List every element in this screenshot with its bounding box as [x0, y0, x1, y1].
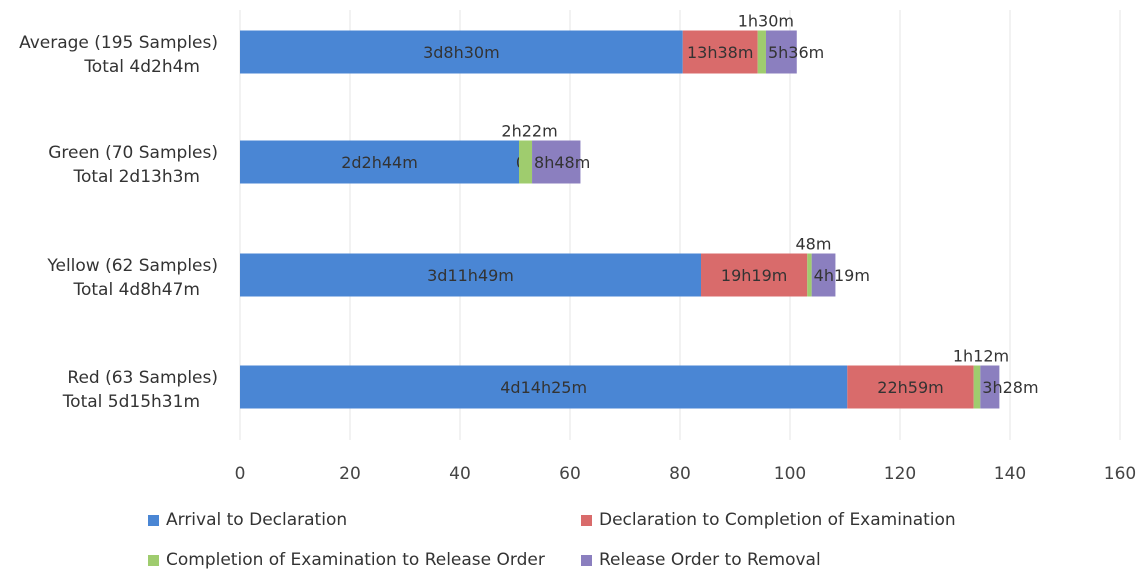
- legend-swatch-arrival: [148, 514, 159, 526]
- data-label: 8h48m: [534, 153, 590, 172]
- legend-item-release: Release Order to Removal: [581, 550, 821, 570]
- data-label: 4d14h25m: [500, 378, 587, 397]
- data-label: 3h28m: [982, 378, 1038, 397]
- stacked-bar-chart: 0 20 40 60 80 100 120 140 160 Average (195 Sample…: [19, 10, 1136, 484]
- x-tick-label: 40: [449, 464, 471, 484]
- legend-swatch-declaration: [581, 514, 592, 526]
- data-label: 48m: [795, 235, 831, 254]
- bar-segment: [701, 253, 808, 297]
- bar-segment: [973, 365, 981, 409]
- legend-item-arrival: Arrival to Declaration: [148, 510, 347, 530]
- x-tick-label: 140: [994, 464, 1026, 484]
- bar-segment: [807, 253, 812, 297]
- category-label: Average (195 Samples): [19, 33, 218, 53]
- data-label: 13h38m: [687, 43, 753, 62]
- x-tick-label: 160: [1104, 464, 1136, 484]
- data-label: 4h19m: [814, 266, 870, 285]
- data-label: 1h30m: [738, 12, 794, 31]
- data-label: 5h36m: [768, 43, 824, 62]
- bar-segment: [682, 30, 758, 74]
- legend-label-declaration: Declaration to Completion of Examination: [599, 510, 956, 530]
- bar-segment: [811, 253, 836, 297]
- bar-segment: [532, 140, 581, 184]
- legend: Arrival to Declaration Declaration to Co…: [148, 506, 1048, 576]
- category-label: Yellow (62 Samples): [46, 256, 218, 276]
- category-label: Green (70 Samples): [48, 143, 218, 163]
- x-tick-label: 60: [559, 464, 581, 484]
- data-label: 2d2h44m: [341, 153, 418, 172]
- category-total-label: Total 2d13h3m: [73, 167, 201, 187]
- category-total-label: Total 4d8h47m: [73, 280, 201, 300]
- legend-swatch-completion: [148, 554, 159, 566]
- x-tick-label: 120: [884, 464, 916, 484]
- bar-segment: [240, 365, 848, 409]
- bar-segment: [519, 140, 533, 184]
- x-tick-label: 80: [669, 464, 691, 484]
- legend-swatch-release: [581, 554, 592, 566]
- bar-segment: [240, 30, 683, 74]
- data-label: 3d8h30m: [423, 43, 500, 62]
- data-label: 3d11h49m: [427, 266, 514, 285]
- legend-item-declaration: Declaration to Completion of Examination: [581, 510, 956, 530]
- data-label: 1h12m: [953, 347, 1009, 366]
- category-total-label: Total 4d2h4m: [83, 57, 200, 77]
- bar-segment: [765, 30, 797, 74]
- x-tick-label: 20: [339, 464, 361, 484]
- bar-segment: [847, 365, 974, 409]
- bar-segment: [240, 140, 520, 184]
- x-tick-label: 0: [235, 464, 246, 484]
- legend-label-arrival: Arrival to Declaration: [166, 510, 348, 530]
- bar-segment: [980, 365, 1000, 409]
- data-label: 19h19m: [721, 266, 787, 285]
- legend-label-completion: Completion of Examination to Release Ord…: [166, 550, 545, 570]
- legend-item-completion: Completion of Examination to Release Ord…: [148, 550, 545, 570]
- bar-segment: [757, 30, 766, 74]
- legend-label-release: Release Order to Removal: [599, 550, 821, 570]
- category-label: Red (63 Samples): [67, 368, 218, 388]
- category-total-label: Total 5d15h31m: [62, 392, 200, 412]
- bar-segment: [240, 253, 702, 297]
- x-tick-label: 100: [774, 464, 806, 484]
- data-label: 22h59m: [877, 378, 943, 397]
- data-label: 2h22m: [501, 122, 557, 141]
